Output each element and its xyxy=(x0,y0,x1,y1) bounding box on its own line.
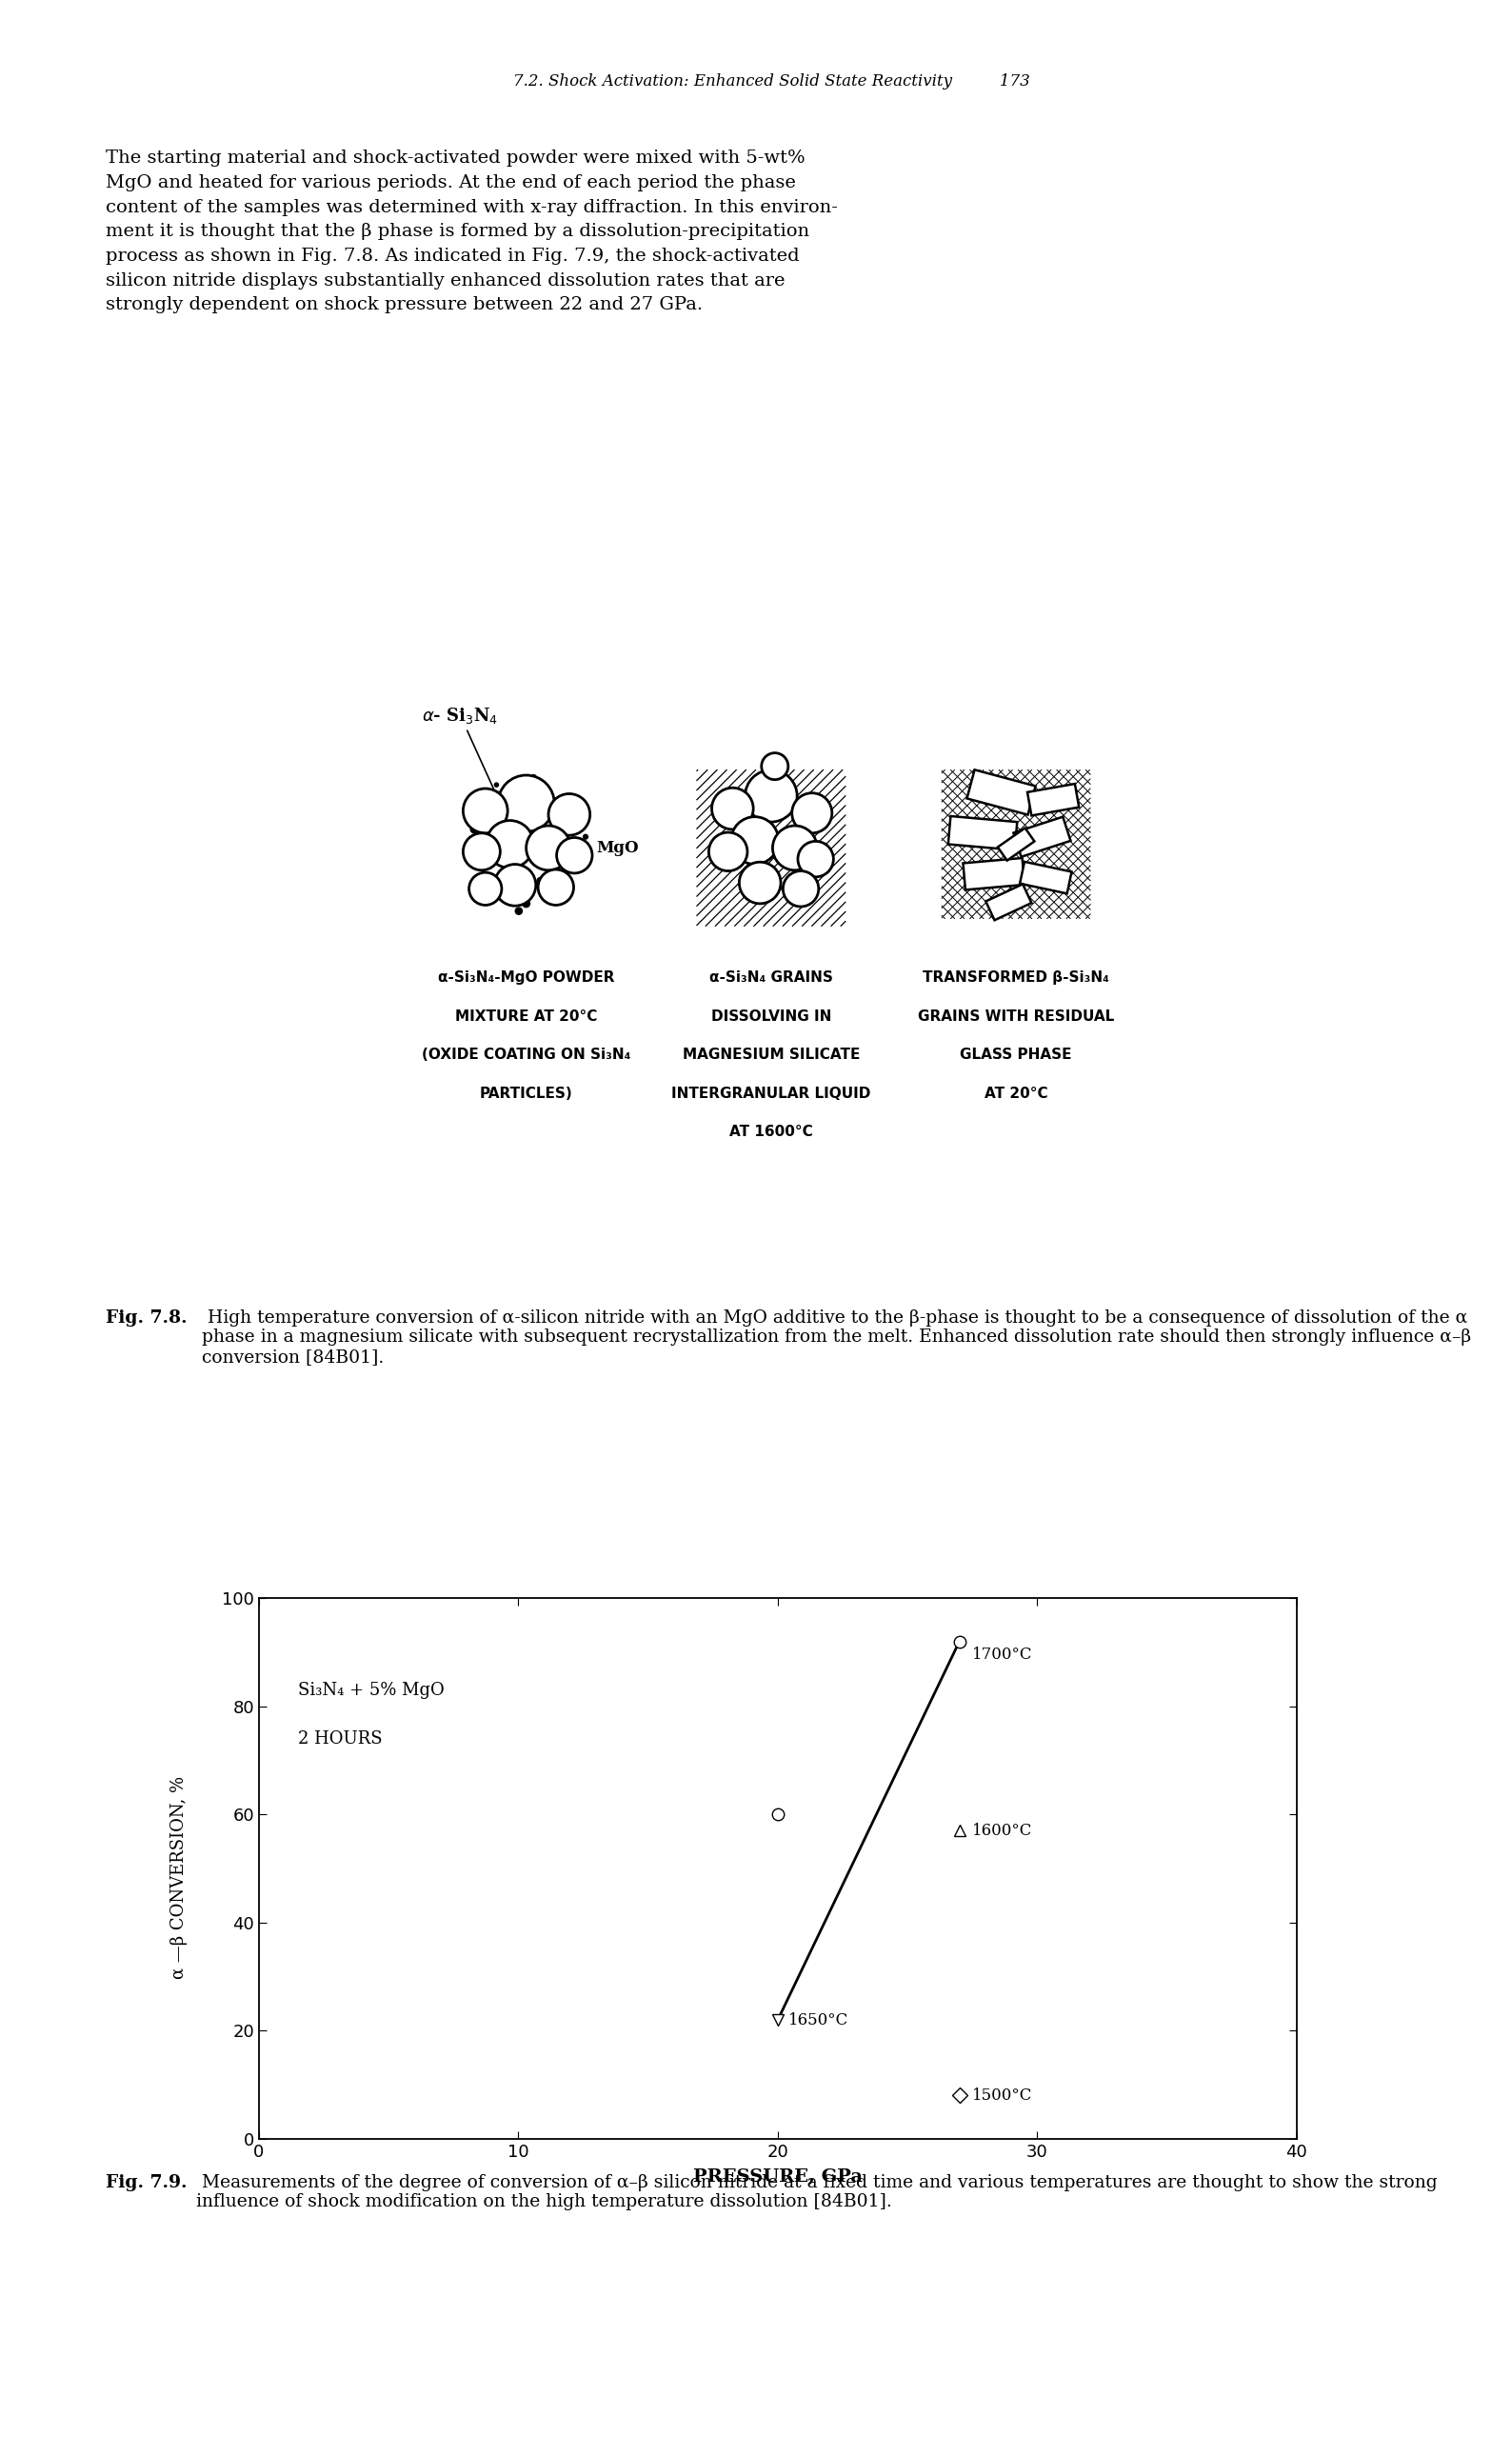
Circle shape xyxy=(565,816,575,826)
Circle shape xyxy=(485,877,493,885)
Circle shape xyxy=(487,812,491,816)
Circle shape xyxy=(739,863,780,904)
Circle shape xyxy=(730,816,779,865)
Text: GLASS PHASE: GLASS PHASE xyxy=(960,1048,1072,1063)
Text: AT 20°C: AT 20°C xyxy=(984,1087,1048,1102)
Text: GRAINS WITH RESIDUAL: GRAINS WITH RESIDUAL xyxy=(918,1009,1114,1024)
Polygon shape xyxy=(948,816,1018,851)
Circle shape xyxy=(556,838,593,872)
Polygon shape xyxy=(1027,785,1080,816)
Circle shape xyxy=(514,907,523,916)
Circle shape xyxy=(798,841,833,877)
Circle shape xyxy=(537,877,546,887)
Circle shape xyxy=(522,899,531,909)
Circle shape xyxy=(469,872,502,904)
Text: α —β CONVERSION, %: α —β CONVERSION, % xyxy=(171,1777,187,1979)
Circle shape xyxy=(709,833,747,870)
Text: MAGNESIUM SILICATE: MAGNESIUM SILICATE xyxy=(682,1048,860,1063)
Text: PARTICLES): PARTICLES) xyxy=(479,1087,573,1102)
Circle shape xyxy=(569,887,573,892)
Text: High temperature conversion of α-silicon nitride with an MgO additive to the β-p: High temperature conversion of α-silicon… xyxy=(201,1309,1471,1365)
Circle shape xyxy=(494,865,535,907)
Circle shape xyxy=(531,775,537,780)
Circle shape xyxy=(544,892,552,899)
Text: MgO: MgO xyxy=(555,841,640,855)
Polygon shape xyxy=(998,829,1034,860)
Text: MIXTURE AT 20°C: MIXTURE AT 20°C xyxy=(455,1009,597,1024)
Circle shape xyxy=(463,833,500,870)
Circle shape xyxy=(549,794,590,836)
Text: α-Si₃N₄ GRAINS: α-Si₃N₄ GRAINS xyxy=(709,970,833,985)
Circle shape xyxy=(508,887,514,892)
Circle shape xyxy=(762,753,788,780)
Circle shape xyxy=(497,775,555,831)
Text: The starting material and shock-activated powder were mixed with 5-wt%
MgO and h: The starting material and shock-activate… xyxy=(106,149,838,314)
Text: Measurements of the degree of conversion of α–β silicon nitride at a fixed time : Measurements of the degree of conversion… xyxy=(197,2174,1438,2210)
Text: TRANSFORMED β-Si₃N₄: TRANSFORMED β-Si₃N₄ xyxy=(922,970,1110,985)
Circle shape xyxy=(559,797,567,804)
Circle shape xyxy=(526,826,570,870)
Circle shape xyxy=(476,863,487,870)
Text: INTERGRANULAR LIQUID: INTERGRANULAR LIQUID xyxy=(671,1087,871,1102)
Circle shape xyxy=(712,787,753,829)
Text: AT 1600°C: AT 1600°C xyxy=(729,1126,813,1138)
Text: Fig. 7.8.: Fig. 7.8. xyxy=(106,1309,187,1326)
Circle shape xyxy=(582,833,588,841)
Text: 7.2. Shock Activation: Enhanced Solid State Reactivity   173: 7.2. Shock Activation: Enhanced Solid St… xyxy=(513,73,1030,90)
Polygon shape xyxy=(986,885,1031,921)
Circle shape xyxy=(485,821,534,868)
Circle shape xyxy=(514,870,523,880)
Circle shape xyxy=(538,870,573,904)
Circle shape xyxy=(575,848,582,855)
Text: Fig. 7.9.: Fig. 7.9. xyxy=(106,2174,187,2191)
Circle shape xyxy=(773,826,816,870)
Circle shape xyxy=(470,826,478,833)
Circle shape xyxy=(463,790,508,833)
Polygon shape xyxy=(963,858,1025,890)
Text: $\alpha$- Si$_3$N$_4$: $\alpha$- Si$_3$N$_4$ xyxy=(422,704,499,799)
Circle shape xyxy=(792,792,832,833)
Polygon shape xyxy=(1013,816,1070,858)
Circle shape xyxy=(494,782,499,787)
Polygon shape xyxy=(1019,863,1072,894)
Polygon shape xyxy=(966,770,1036,814)
Circle shape xyxy=(500,797,507,802)
Text: α-Si₃N₄-MgO POWDER: α-Si₃N₄-MgO POWDER xyxy=(438,970,614,985)
Circle shape xyxy=(559,855,567,863)
Text: DISSOLVING IN: DISSOLVING IN xyxy=(711,1009,832,1024)
Circle shape xyxy=(546,833,552,841)
Circle shape xyxy=(783,870,818,907)
Circle shape xyxy=(522,794,531,804)
Circle shape xyxy=(745,770,797,821)
Circle shape xyxy=(531,804,537,809)
Circle shape xyxy=(553,812,559,816)
Text: (OXIDE COATING ON Si₃N₄: (OXIDE COATING ON Si₃N₄ xyxy=(422,1048,631,1063)
Circle shape xyxy=(507,819,516,826)
Circle shape xyxy=(464,848,470,855)
Circle shape xyxy=(493,848,500,855)
